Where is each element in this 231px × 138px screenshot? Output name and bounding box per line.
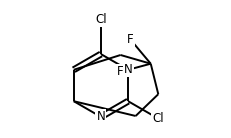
Text: N: N <box>96 110 105 123</box>
Text: F: F <box>117 65 123 78</box>
Text: Cl: Cl <box>152 112 163 125</box>
Text: N: N <box>123 63 132 76</box>
Text: Cl: Cl <box>95 13 106 26</box>
Text: F: F <box>127 33 133 46</box>
